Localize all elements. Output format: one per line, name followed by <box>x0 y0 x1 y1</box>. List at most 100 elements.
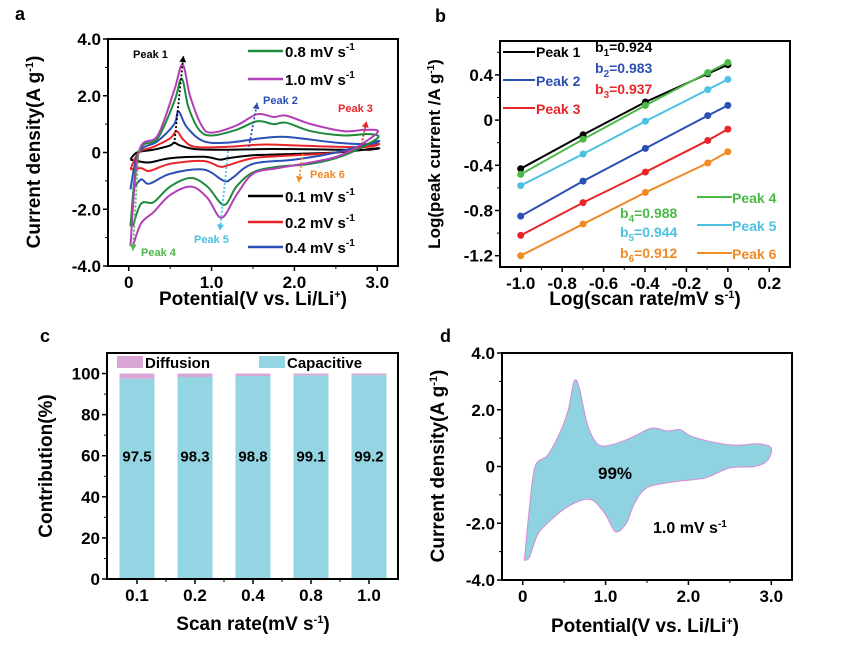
bar-diffusion <box>119 373 155 379</box>
b4-label: b4=0.988 <box>620 205 678 225</box>
panel-a-cv-curves: 0 1.0 2.0 3.0-4.0-2.002.04.0 Peak 1 Peak 2 … <box>24 30 399 310</box>
fit-line-peak2 <box>520 104 729 218</box>
data-point-peak2 <box>641 144 649 152</box>
panel-b-xtick-label: -0.8 <box>547 274 576 293</box>
peak5-arrowhead <box>216 224 224 231</box>
panel-c-ytick-label: 40 <box>81 488 100 507</box>
data-point-peak2 <box>579 177 587 185</box>
data-point-peak2 <box>517 212 525 220</box>
panel-b-ytick-label: 0.4 <box>469 66 493 85</box>
legend-label-peak5: Peak 5 <box>732 218 777 234</box>
panel-d-ytick-label: 4.0 <box>471 344 495 363</box>
peak3-arrowhead <box>361 121 369 128</box>
legend-label-peak4: Peak 4 <box>732 190 777 206</box>
data-point-peak6 <box>641 188 649 196</box>
panel-c-xtick-label: 0.1 <box>125 586 149 605</box>
panel-a-xtick-label: 1.0 <box>200 273 224 292</box>
cv-curve-0.81 <box>129 77 380 227</box>
legend-swatch-capacitive <box>259 356 285 368</box>
cv-curve-0.11 <box>129 141 381 164</box>
panel-b-ytick-label: -1.2 <box>464 247 493 266</box>
panel-d-ticks: 0 1.0 2.0 3.0 -4.0 -2.0 0 2.0 4.0 <box>466 344 783 606</box>
panel-c-ytick-label: 0 <box>91 570 100 589</box>
data-point-peak1 <box>517 165 525 173</box>
bar-value-label: 97.5 <box>122 449 151 466</box>
panel-b-xtick-label: -0.4 <box>630 274 660 293</box>
panel-a-xlabel: Potential(V vs. Li/Li+) <box>159 289 347 310</box>
data-point-peak3 <box>724 125 732 133</box>
data-point-peak4 <box>724 58 732 66</box>
data-point-peak6 <box>724 148 732 156</box>
legend-text: 1.0 mV s <box>285 72 346 89</box>
fit-line-peak6 <box>520 150 729 257</box>
panel-c-xtick-label: 0.8 <box>299 586 323 605</box>
bar-capacitive <box>177 377 213 579</box>
bar-diffusion <box>351 373 387 376</box>
panel-b-log-plot: -1.0 -0.8 -0.6 -0.4 -0.2 0 0.2 -1.2 -0.8 -0.4 0 0.4… <box>425 39 791 310</box>
bar-diffusion <box>235 373 271 377</box>
bar-capacitive <box>293 375 329 579</box>
panel-c-xtick-label: 1.0 <box>357 586 381 605</box>
panel-a-xtick-label: 3.0 <box>365 273 389 292</box>
panel-d-xtick-label: 2.0 <box>677 587 701 606</box>
panel-a-xtick-label: 0 <box>124 273 133 292</box>
data-point-peak6 <box>517 252 525 260</box>
peak2-arrowhead <box>252 102 260 110</box>
b3-label: b3=0.937 <box>595 81 653 101</box>
bar-diffusion <box>177 373 213 378</box>
data-point-peak3 <box>517 231 525 239</box>
panel-b-xtick-label: 0 <box>723 274 732 293</box>
data-point-peak4 <box>517 170 525 178</box>
panel-c-bar-chart: 97.5 98.3 98.8 99.1 99.2 0.1 0.2 0.4 0.8 1.0 0 20 4… <box>36 352 399 635</box>
panel-a-ytick-label: -2.0 <box>72 200 101 219</box>
panel-b-xtick-label: -0.6 <box>589 274 618 293</box>
panel-a-ytick-label: 2.0 <box>77 87 101 106</box>
bar-capacitive <box>119 378 155 579</box>
panel-a-xtick-label: 2.0 <box>283 273 307 292</box>
data-point-peak5 <box>704 86 712 94</box>
legend-label-0.8: 0.8 mV s-1 <box>285 42 355 61</box>
peak1-arrow <box>173 55 185 145</box>
data-point-peak5 <box>579 150 587 158</box>
b2-label: b2=0.983 <box>595 60 653 80</box>
panel-d-ylabel: Current density(A g-1) <box>428 370 449 563</box>
legend-label-1.0: 1.0 mV s-1 <box>285 70 355 89</box>
superscript: -1 <box>346 70 355 81</box>
data-point-peak3 <box>579 199 587 207</box>
panel-label-d: d <box>440 326 451 346</box>
panel-b-series <box>517 58 732 260</box>
panel-a-ytick-label: 0 <box>92 144 101 163</box>
legend-text: 0.1 mV s <box>285 189 346 206</box>
panel-d-xlabel: Potential(V vs. Li/Li+) <box>551 616 739 637</box>
capacitive-area <box>523 379 773 561</box>
peak5-arrow <box>218 150 230 231</box>
superscript: -1 <box>346 42 355 53</box>
peak6-arrow <box>297 153 304 183</box>
data-point-peak4 <box>579 135 587 143</box>
panel-c-ticks: 0.1 0.2 0.4 0.8 1.0 0 20 40 60 80 100 <box>72 365 381 605</box>
cv-curve-0.21 <box>129 130 381 173</box>
superscript: -1 <box>346 213 355 224</box>
data-point-peak4 <box>641 101 649 109</box>
legend-label-0.4: 0.4 mV s-1 <box>285 238 355 257</box>
panel-d-ytick-label: -2.0 <box>466 514 495 533</box>
panel-c-xlabel: Scan rate(mV s-1) <box>176 614 329 635</box>
cv-curve-1.01 <box>129 63 379 247</box>
peak4-arrow <box>131 149 140 251</box>
legend-swatch-diffusion <box>117 356 143 368</box>
panel-d-percent-label: 99% <box>598 464 632 483</box>
panel-d-ytick-label: 0 <box>486 458 495 477</box>
panel-b-ticks: -1.0 -0.8 -0.6 -0.4 -0.2 0 0.2 -1.2 -0.8 -0.4 0 0.4 <box>464 51 781 293</box>
legend-label-peak3: Peak 3 <box>536 101 581 117</box>
panel-a-peak-arrows <box>129 55 369 251</box>
data-point-peak6 <box>579 220 587 228</box>
peak1-arrowhead <box>179 56 187 63</box>
panel-b-xtick-label: 0.2 <box>757 274 781 293</box>
panel-d-xtick-label: 1.0 <box>594 587 618 606</box>
panel-d-rate-label: 1.0 mV s-1 <box>653 519 727 537</box>
data-point-peak3 <box>704 136 712 144</box>
bar-capacitive <box>235 376 271 579</box>
panel-d-xtick-label: 3.0 <box>759 587 783 606</box>
panel-c-ytick-label: 20 <box>81 529 100 548</box>
legend-label-peak6: Peak 6 <box>732 246 777 262</box>
